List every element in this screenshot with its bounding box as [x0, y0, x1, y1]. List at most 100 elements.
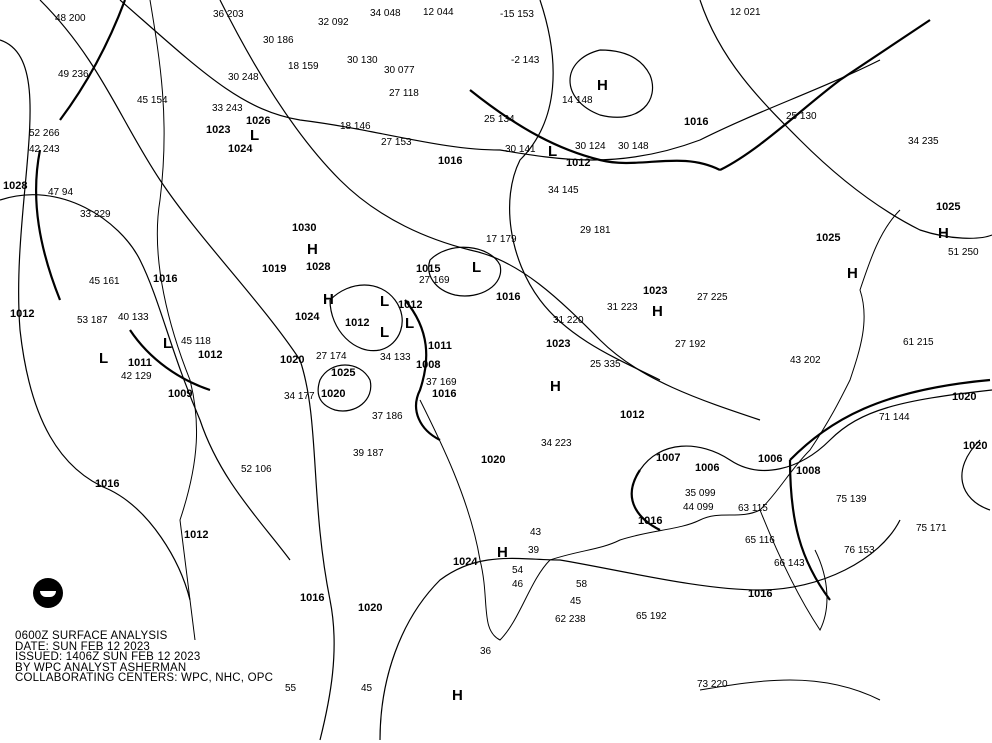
station-plot: 31 220 [553, 315, 584, 326]
station-plot: 34 133 [380, 352, 411, 363]
station-plot: 30 130 [347, 55, 378, 66]
isobar-label: 1020 [358, 602, 383, 614]
coastline [419, 209, 901, 641]
isobar-line [317, 364, 372, 412]
station-plot: 48 200 [55, 13, 86, 24]
isobar-line [699, 0, 992, 239]
station-plot: 35 099 [685, 488, 716, 499]
station-plot: 42 129 [121, 371, 152, 382]
isobar-label: 1024 [295, 311, 320, 323]
station-plot: 45 118 [181, 336, 211, 347]
isobar-label: 1023 [546, 338, 571, 350]
low-pressure-center: L [380, 324, 390, 341]
isobar-label: 1030 [292, 222, 317, 234]
isobar-label: 1016 [496, 291, 521, 303]
station-plot: 33 243 [212, 103, 243, 114]
station-plot: 45 [570, 596, 582, 607]
station-plot: 30 248 [228, 72, 259, 83]
isobar-line [639, 389, 992, 471]
map-caption: 0600Z SURFACE ANALYSIS DATE: SUN FEB 12 … [15, 631, 273, 684]
station-plot: 36 [480, 646, 492, 657]
station-plot: 37 169 [426, 377, 457, 388]
low-pressure-center: L [548, 143, 558, 160]
station-plot: 65 192 [636, 611, 667, 622]
isobar-label: 1012 [398, 299, 423, 311]
isobar-label: 1026 [246, 115, 271, 127]
high-pressure-center: H [597, 77, 608, 94]
isobar-label: 1020 [481, 454, 506, 466]
isobar-line [379, 519, 901, 741]
station-plot: 52 266 [29, 128, 60, 139]
station-plot: 25 134 [484, 114, 515, 125]
station-plot: 34 177 [284, 391, 315, 402]
high-pressure-center: H [550, 378, 561, 395]
station-plot: 45 154 [137, 95, 168, 106]
low-pressure-center: L [405, 315, 415, 332]
station-plot: 30 141 [505, 144, 536, 155]
station-plot: 18 146 [340, 121, 371, 132]
station-plot: 45 161 [89, 276, 120, 287]
isobar-label: 1019 [262, 263, 287, 275]
station-plot: 18 159 [288, 61, 319, 72]
isobar-label: 1023 [643, 285, 668, 297]
isobar-label: 1012 [198, 349, 223, 361]
station-plot: 27 169 [419, 275, 450, 286]
isobar-label: 1020 [321, 388, 346, 400]
low-pressure-center: L [250, 127, 260, 144]
weather-front [788, 459, 831, 601]
isobar-label: 1009 [168, 388, 193, 400]
caption-date: DATE: SUN FEB 12 2023 [15, 640, 151, 653]
isobar-label: 1028 [306, 261, 331, 273]
isobar-label: 1012 [10, 308, 35, 320]
station-plot: 47 94 [48, 187, 74, 198]
isobar-label: 1011 [128, 357, 152, 369]
caption-issued: ISSUED: 1406Z SUN FEB 12 2023 [15, 651, 201, 663]
station-plot: 27 225 [697, 292, 728, 303]
station-plot: 46 [512, 579, 524, 590]
station-plot: 55 [285, 683, 297, 694]
isobar-line [0, 39, 191, 601]
isobar-label: 1008 [796, 465, 821, 477]
station-plot: 25 335 [590, 359, 621, 370]
weather-front [789, 378, 991, 461]
station-plot: 36 203 [213, 9, 244, 20]
station-plot: 65 116 [745, 535, 775, 546]
station-plot: 51 250 [948, 247, 979, 258]
isobar-label: 1024 [228, 143, 253, 155]
station-plot: 29 181 [580, 225, 611, 236]
station-plot: 33 229 [80, 209, 111, 220]
isobar-line [39, 0, 335, 741]
isobar-line [509, 0, 661, 381]
station-plot: 31 223 [607, 302, 638, 313]
isobar-label: 1028 [3, 180, 28, 192]
isobar-label: 1011 [428, 340, 452, 352]
station-plot: 34 223 [541, 438, 572, 449]
isobar-line [329, 284, 403, 352]
weather-front [35, 149, 62, 301]
low-pressure-center: L [163, 335, 173, 352]
station-plot: 12 021 [730, 7, 761, 18]
station-plot: 39 187 [353, 448, 384, 459]
weather-front [630, 469, 661, 531]
isobar-label: 1016 [638, 515, 663, 527]
station-plot: 54 [512, 565, 524, 576]
station-plot: 30 124 [575, 141, 606, 152]
noaa-logo [33, 578, 63, 608]
station-plot: 66 143 [774, 558, 805, 569]
high-pressure-center: H [847, 265, 858, 282]
isobar-line [119, 0, 881, 161]
isobar-label: 1023 [206, 124, 231, 136]
coastline [759, 509, 828, 631]
weather-front [404, 299, 441, 441]
station-plot: 37 186 [372, 411, 403, 422]
station-plot: 42 243 [29, 144, 60, 155]
isobar-label: 1016 [300, 592, 325, 604]
station-plot: -2 143 [511, 55, 540, 66]
station-plot: 53 187 [77, 315, 108, 326]
station-plot: 71 144 [879, 412, 910, 423]
coastline [699, 679, 881, 701]
station-plot: 34 235 [908, 136, 939, 147]
low-pressure-center: L [380, 293, 390, 310]
station-plot: 58 [576, 579, 588, 590]
